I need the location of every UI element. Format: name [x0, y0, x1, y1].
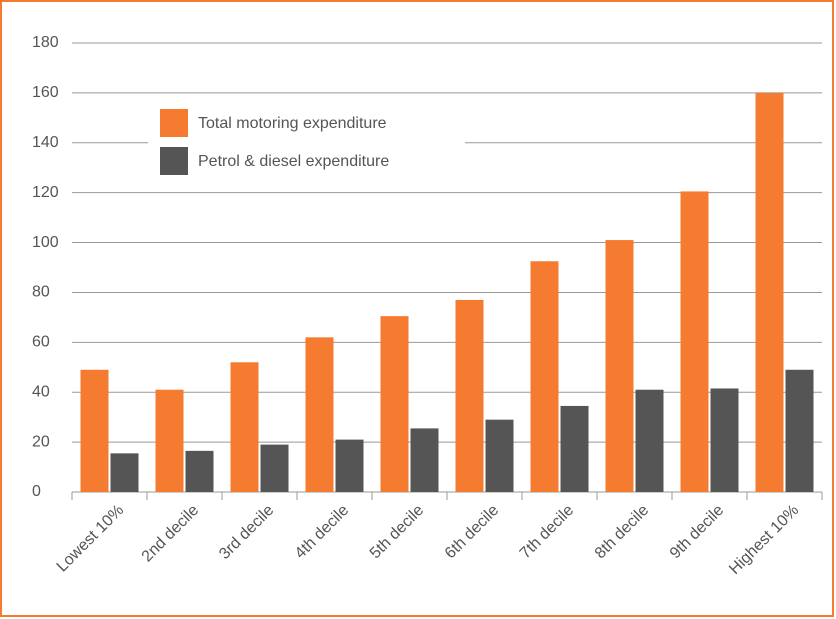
- bar: [380, 316, 409, 492]
- y-tick-label: 120: [32, 184, 59, 201]
- bar: [560, 405, 589, 492]
- legend-swatch: [160, 147, 188, 175]
- legend-label: Petrol & diesel expenditure: [198, 153, 389, 170]
- legend-label: Total motoring expenditure: [198, 115, 387, 132]
- y-tick-label: 40: [32, 383, 50, 400]
- y-tick-label: 60: [32, 334, 50, 351]
- bar: [485, 419, 514, 492]
- legend-swatch: [160, 109, 188, 137]
- bar: [155, 389, 184, 492]
- y-tick-label: 100: [32, 234, 59, 251]
- bar: [305, 337, 334, 492]
- y-tick-label: 20: [32, 433, 50, 450]
- bar: [335, 439, 364, 492]
- bar: [230, 362, 259, 492]
- y-tick-label: 160: [32, 84, 59, 101]
- y-tick-label: 140: [32, 134, 59, 151]
- bar: [755, 92, 784, 492]
- bar: [80, 369, 109, 492]
- bar: [455, 299, 484, 492]
- bar: [785, 369, 814, 492]
- bar: [260, 444, 289, 492]
- bar: [605, 240, 634, 492]
- y-tick-label: 80: [32, 284, 50, 301]
- y-tick-label: 0: [32, 483, 41, 500]
- bar: [530, 261, 559, 492]
- bar: [185, 450, 214, 492]
- bar: [680, 191, 709, 493]
- bar: [110, 453, 139, 492]
- legend-background: [148, 107, 465, 181]
- bar: [410, 428, 439, 492]
- bar: [710, 388, 739, 492]
- bar: [635, 389, 664, 492]
- y-tick-label: 180: [32, 34, 59, 51]
